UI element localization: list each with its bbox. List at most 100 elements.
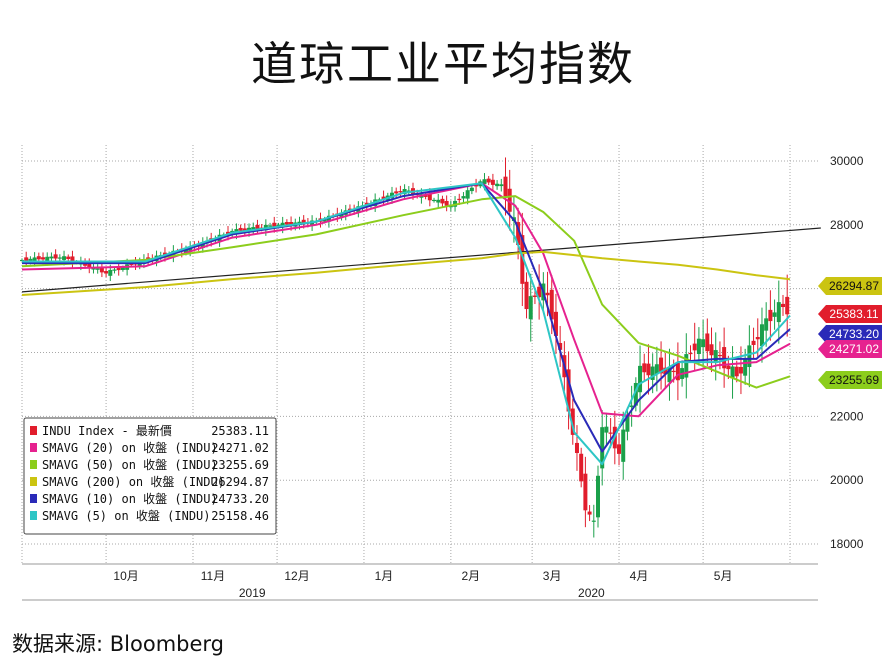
candle-body [528, 296, 533, 320]
candle-body [566, 369, 571, 412]
candle-body [112, 269, 117, 271]
candle-body [49, 256, 54, 259]
candle-body [638, 365, 643, 393]
x-tick-label: 4月 [630, 569, 649, 583]
sma50-line [21, 195, 791, 389]
candle-body [764, 318, 769, 331]
candle-body [579, 453, 584, 482]
candle-body [780, 303, 785, 308]
candle-body [389, 192, 394, 199]
candle-body [490, 179, 495, 185]
candle-body [116, 266, 121, 271]
candle-body [251, 227, 256, 230]
candle-body [768, 309, 773, 322]
x-tick-label: 12月 [284, 569, 309, 583]
candle-body [57, 257, 62, 259]
candle-body [629, 405, 634, 408]
candle-body [701, 339, 706, 348]
candle-body [406, 190, 411, 192]
candle-body [600, 427, 605, 469]
candle-body [558, 342, 563, 350]
candle-body [684, 354, 689, 378]
candle-body [591, 520, 596, 522]
value-tag-label: 25383.11 [829, 307, 878, 321]
value-tag [818, 340, 882, 358]
candle-body [284, 222, 289, 225]
candle-body [785, 296, 790, 315]
candle-body [730, 366, 735, 379]
candle-body [734, 366, 739, 377]
candle-body [465, 190, 470, 199]
source-note: 数据来源: Bloomberg [12, 632, 224, 656]
candle-body [532, 295, 537, 297]
legend-marker [30, 426, 37, 435]
sma20-line [21, 182, 791, 418]
candle-body [99, 266, 104, 273]
x-tick-label: 5月 [714, 569, 733, 583]
candle-body [604, 426, 609, 433]
candle-body [28, 258, 33, 262]
candle-body [596, 475, 600, 518]
x-axis: 10月 11月 12月 1月 2月 3月 4月 5月 2019 2020 [22, 563, 818, 601]
candle-body [709, 344, 714, 356]
candle-body [743, 358, 748, 376]
legend-marker [30, 460, 37, 469]
legend-marker [30, 443, 37, 452]
candle-body [625, 415, 630, 432]
candle-body [486, 178, 491, 183]
candle-body [642, 363, 647, 373]
candle-body [549, 289, 554, 320]
legend-value: 26294.87 [211, 475, 269, 489]
candle-body [272, 222, 277, 227]
candle-body [520, 235, 525, 284]
legend-value: 24733.20 [211, 492, 269, 506]
candle-body [87, 263, 92, 269]
candle-body [776, 302, 781, 323]
legend-label: SMAVG (200) on 收盤 (INDU) [42, 475, 225, 489]
candle-body [751, 340, 756, 345]
candle-body [726, 365, 731, 370]
candle-body [713, 350, 718, 363]
x-tick-label: 3月 [543, 569, 562, 583]
candle-body [696, 338, 701, 354]
legend-marker [30, 511, 37, 520]
candle-body [621, 429, 626, 462]
value-tag [818, 371, 882, 389]
candle-body [398, 191, 403, 193]
candle-body [717, 354, 722, 357]
candle-body [108, 269, 113, 276]
legend-label: SMAVG (10) on 收盤 (INDU) [42, 492, 218, 506]
candle-body [495, 183, 500, 187]
candle-body [461, 196, 466, 199]
candle-body [255, 224, 260, 229]
y-tick-label: 30000 [830, 154, 864, 168]
x-tick-label: 1月 [375, 569, 394, 583]
candle-body [747, 345, 752, 368]
y-tick-label: 18000 [830, 537, 864, 551]
candle-body [381, 196, 386, 200]
candle-body [41, 257, 46, 260]
y-tick-label: 22000 [830, 409, 864, 423]
sma5-line [22, 182, 791, 466]
sma200-line [21, 250, 791, 296]
candle-body [650, 366, 655, 380]
candle-body [722, 347, 727, 369]
x-year-label: 2020 [578, 586, 605, 600]
candle-body [394, 191, 399, 194]
candle-body [617, 444, 622, 454]
candle-body [524, 281, 529, 310]
candle-body [583, 473, 588, 511]
candle-body [654, 364, 659, 374]
candle-body [301, 219, 306, 224]
candle-body [667, 367, 672, 383]
candle-body [440, 198, 445, 204]
value-tag-label: 23255.69 [829, 373, 879, 387]
candle-body [70, 256, 75, 263]
candle-body [129, 263, 134, 265]
candle-body [238, 227, 243, 231]
y-tick-label: 28000 [830, 218, 864, 232]
candle-body [570, 408, 575, 435]
candle-body [705, 333, 710, 352]
candle-body [427, 194, 432, 201]
